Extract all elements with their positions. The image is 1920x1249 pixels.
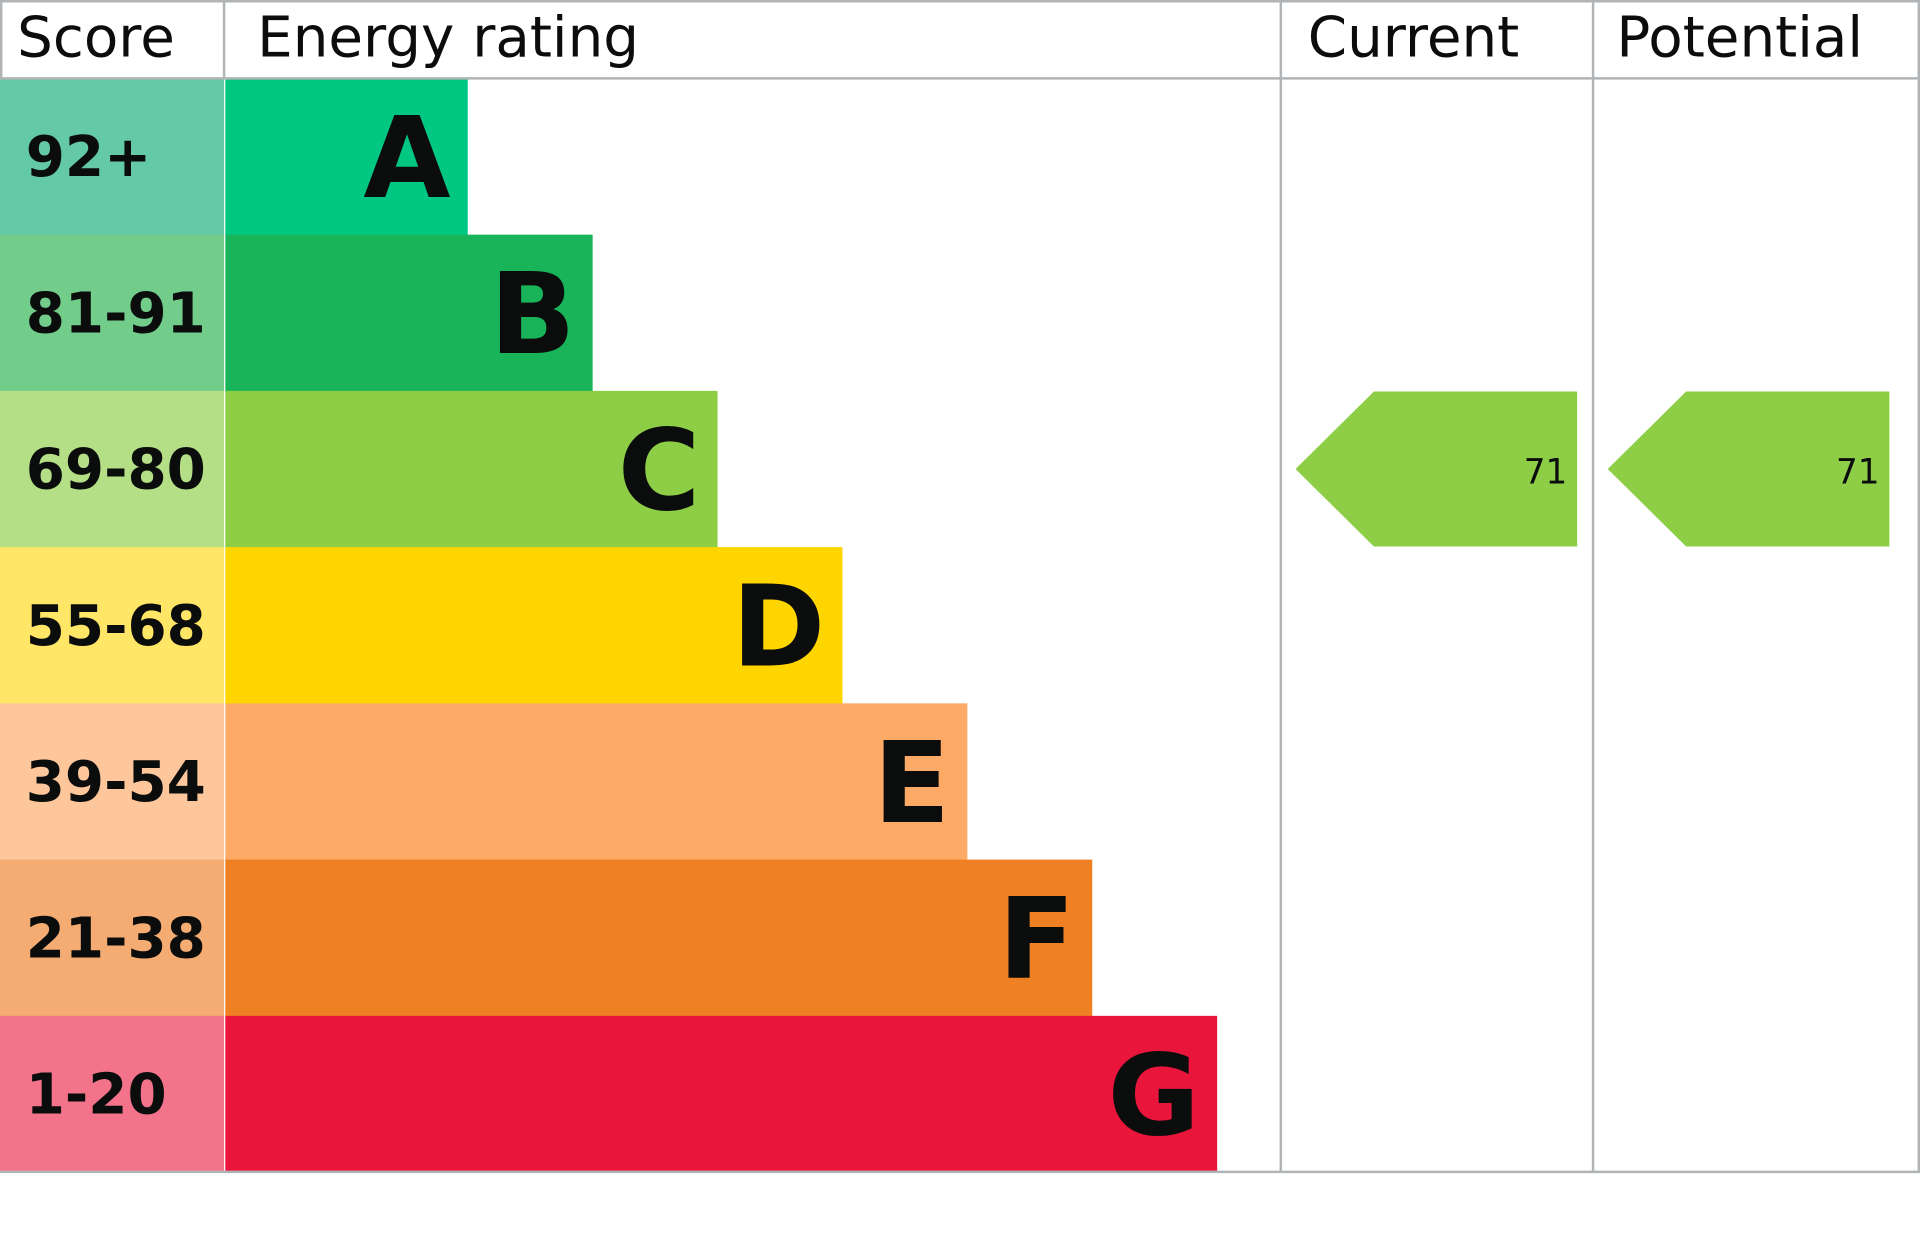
header-current: Current <box>1308 5 1520 70</box>
band-b: 81-91 B <box>0 234 593 392</box>
current-score-value: 71 <box>1524 453 1568 493</box>
grid-lines <box>0 0 1920 1174</box>
current-rating-arrow: 71 <box>1295 391 1578 547</box>
score-cell-a <box>0 78 225 236</box>
rating-letter-e: E <box>873 717 950 849</box>
score-range-g: 1-20 <box>26 1063 167 1128</box>
score-cell-c <box>0 390 225 548</box>
band-d: 55-68 D <box>0 547 843 704</box>
score-cell-d <box>0 547 225 704</box>
rating-bar-e <box>225 703 968 861</box>
score-cell-e <box>0 703 225 861</box>
rating-letter-a: A <box>363 92 450 224</box>
header-potential: Potential <box>1616 5 1863 70</box>
header-score: Score <box>17 5 175 70</box>
band-a: 92+ A <box>0 78 468 236</box>
current-arrow-shape <box>1295 391 1578 547</box>
rating-bar-g <box>225 1015 1218 1173</box>
score-range-f: 21-38 <box>26 906 206 971</box>
rating-letter-d: D <box>732 561 826 693</box>
rating-bar-a <box>225 78 468 236</box>
score-range-c: 69-80 <box>26 438 206 503</box>
band-g: 1-20 G <box>0 1015 1218 1173</box>
rating-bar-f <box>225 859 1093 1017</box>
potential-score-value: 71 <box>1836 453 1880 493</box>
rating-letter-f: F <box>998 873 1075 1005</box>
score-cell-g <box>0 1015 225 1173</box>
rating-bar-b <box>225 234 593 392</box>
score-range-e: 39-54 <box>26 750 206 815</box>
potential-arrow-shape <box>1607 391 1890 547</box>
score-cell-f <box>0 859 225 1017</box>
score-range-b: 81-91 <box>26 281 206 346</box>
score-range-a: 92+ <box>26 125 152 190</box>
rating-bar-c <box>225 390 718 548</box>
band-c: 69-80 C <box>0 390 718 548</box>
score-range-d: 55-68 <box>26 594 206 659</box>
score-cell-b <box>0 234 225 392</box>
rating-letter-c: C <box>618 404 701 536</box>
band-f: 21-38 F <box>0 859 1093 1017</box>
rating-bar-d <box>225 547 843 704</box>
header-energy-rating: Energy rating <box>257 5 639 70</box>
rating-letter-b: B <box>490 248 576 380</box>
band-e: 39-54 E <box>0 703 968 861</box>
rating-letter-g: G <box>1108 1029 1200 1161</box>
potential-rating-arrow: 71 <box>1607 391 1890 547</box>
